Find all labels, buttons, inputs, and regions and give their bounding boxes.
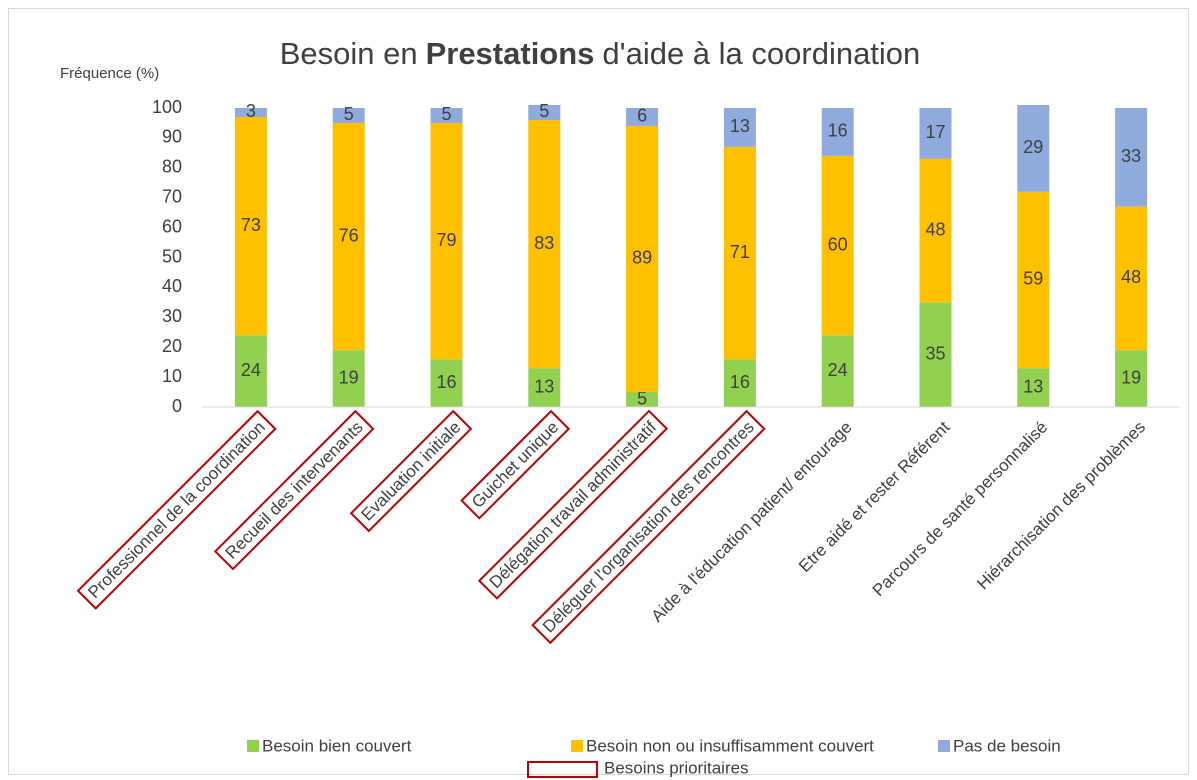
bar-segment [1017,368,1050,407]
legend-label: Pas de besoin [953,736,1061,755]
bar-segment [1017,191,1050,369]
priority-box [477,409,669,600]
data-label: 79 [436,230,456,250]
priority-box [349,409,473,533]
data-label: 5 [344,104,354,124]
data-label: 71 [730,242,750,262]
data-label: 29 [1023,137,1043,157]
data-label: 17 [925,122,945,142]
data-label: 5 [637,388,647,408]
bar-segment [430,359,463,407]
y-tick-label: 10 [162,366,182,386]
bar-segment [821,108,854,156]
data-label: 24 [241,360,261,380]
data-label: 16 [436,372,456,392]
data-label: 6 [637,106,647,126]
priority-box [213,409,375,571]
y-tick-label: 60 [162,216,182,236]
legend-swatch [938,740,950,752]
priority-box [76,409,277,610]
bar-segment [723,146,756,360]
legend-label: Besoin non ou insuffisamment couvert [586,736,874,755]
bar-segment [234,335,267,407]
bar-segment [332,350,365,407]
data-label: 13 [534,376,554,396]
data-label: 83 [534,233,554,253]
data-label: 76 [339,225,359,245]
y-tick-label: 30 [162,306,182,326]
data-label: 48 [925,219,945,239]
data-label: 48 [1121,267,1141,287]
y-tick-label: 20 [162,336,182,356]
legend-label: Besoins prioritaires [604,758,749,777]
bar-segment [528,368,561,407]
y-tick-label: 40 [162,276,182,296]
data-label: 33 [1121,146,1141,166]
bar-segment [919,302,952,407]
priority-box [531,409,766,645]
bar-segment [723,108,756,147]
bar-segment [821,335,854,407]
legend-label: Besoin bien couvert [262,736,412,755]
y-axis-label: Fréquence (%) [60,65,159,82]
data-label: 3 [246,101,256,121]
data-label: 19 [1121,367,1141,387]
data-label: 60 [828,234,848,254]
bar-segment [234,116,267,336]
chart-title: Besoin en Prestations d'aide à la coordina… [280,36,921,71]
bar-segment [332,122,365,351]
data-label: 19 [339,367,359,387]
bar-segment [919,108,952,159]
data-label: 89 [632,248,652,268]
chart-border [8,8,1189,775]
data-label: 5 [441,104,451,124]
bar-segment [430,122,463,360]
legend-priority-box [527,761,598,778]
y-tick-label: 0 [172,396,182,416]
bar-segment [1115,108,1148,207]
bar-segment [528,119,561,369]
y-tick-label: 100 [152,97,182,117]
data-label: 13 [730,116,750,136]
y-tick-label: 50 [162,246,182,266]
data-label: 59 [1023,269,1043,289]
bar-segment [1115,350,1148,407]
bar-segment [626,125,659,393]
bar-segment [430,108,463,123]
legend-swatch [247,740,259,752]
bar-segment [626,108,659,126]
bar-segment [723,359,756,407]
data-label: 73 [241,215,261,235]
legend-swatch [571,740,583,752]
title-part: d'aide à la coordination [602,36,920,71]
bar-segment [821,155,854,336]
title-part: Besoin en [280,36,418,71]
y-tick-label: 80 [162,157,182,177]
bar-segment [626,392,659,407]
priority-box [460,409,571,520]
bar-segment [528,105,561,120]
bar-segment [234,108,267,117]
bar-segment [1115,206,1148,351]
data-label: 24 [828,360,848,380]
data-label: 16 [730,372,750,392]
title-part: Prestations [426,36,595,71]
data-label: 5 [539,101,549,121]
data-label: 35 [925,343,945,363]
data-label: 13 [1023,376,1043,396]
data-label: 16 [828,121,848,141]
y-tick-label: 90 [162,127,182,147]
bar-segment [919,158,952,303]
bar-segment [332,108,365,123]
y-tick-label: 70 [162,186,182,206]
bar-segment [1017,105,1050,192]
